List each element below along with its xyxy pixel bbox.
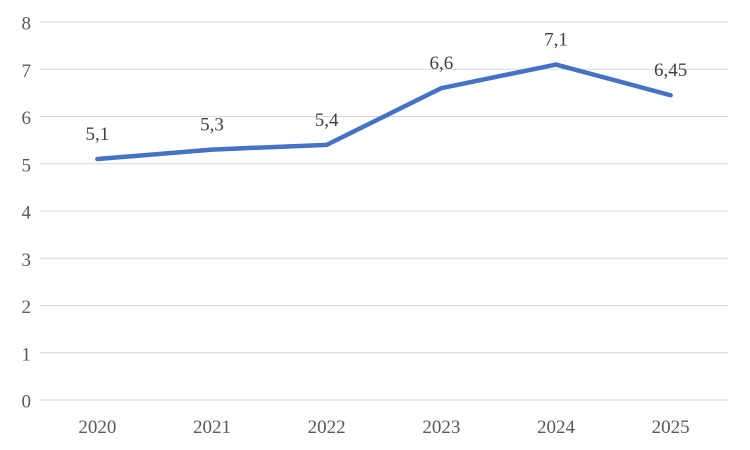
x-tick-label: 2020 xyxy=(78,417,116,438)
y-tick-label: 0 xyxy=(22,392,32,413)
data-point-label: 5,3 xyxy=(200,115,224,136)
data-point-label: 7,1 xyxy=(544,30,568,51)
y-tick-label: 1 xyxy=(22,344,32,365)
x-tick-label: 2022 xyxy=(308,417,346,438)
series-line xyxy=(95,62,673,162)
x-tick-label: 2024 xyxy=(537,417,576,438)
y-tick-label: 4 xyxy=(22,203,32,224)
data-point-label: 6,45 xyxy=(654,60,687,81)
y-tick-label: 7 xyxy=(22,61,32,82)
y-tick-label: 8 xyxy=(22,14,32,35)
data-point-label: 6,6 xyxy=(429,53,453,74)
data-point-label: 5,4 xyxy=(315,110,339,131)
y-tick-label: 5 xyxy=(22,155,32,176)
y-tick-label: 2 xyxy=(22,297,32,318)
data-point-label: 5,1 xyxy=(85,124,109,145)
x-tick-label: 2023 xyxy=(422,417,460,438)
y-tick-label: 6 xyxy=(22,108,32,129)
y-tick-label: 3 xyxy=(22,250,32,271)
x-tick-label: 2021 xyxy=(193,417,231,438)
x-tick-label: 2025 xyxy=(652,417,690,438)
